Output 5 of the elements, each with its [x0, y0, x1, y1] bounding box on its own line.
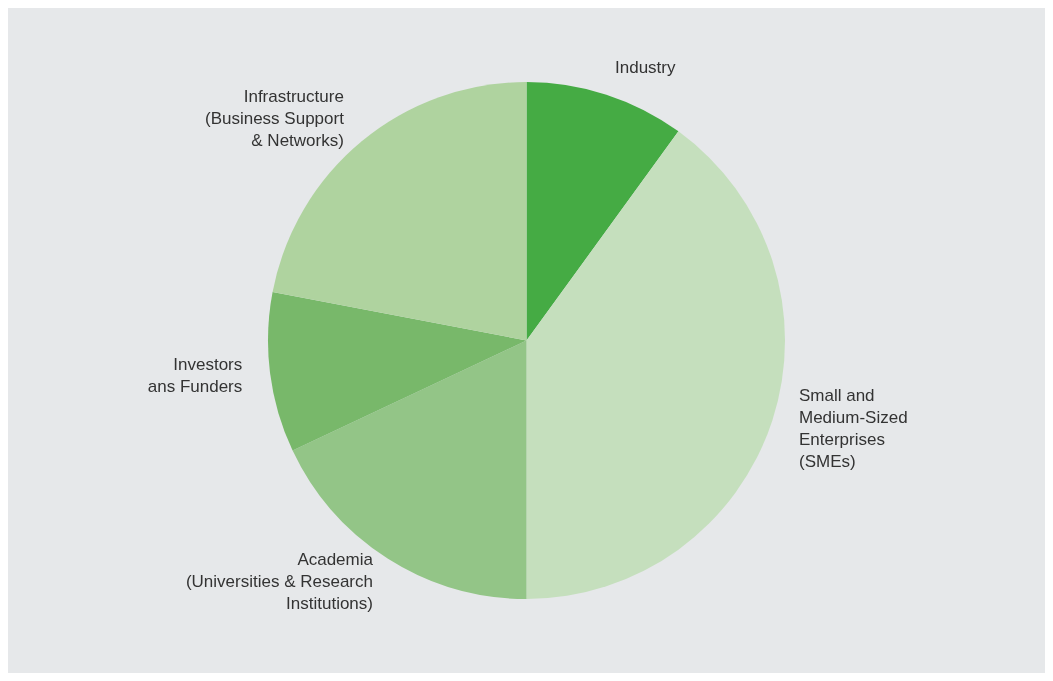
slice-label: Industry: [615, 57, 676, 77]
slice-label: Investors ans Funders: [147, 355, 243, 397]
slice-label: Infrastructure (Business Support & Networks): [204, 87, 345, 151]
slice-label: Small and Medium-Sized Enterprises (SMEs): [798, 385, 908, 471]
slice-label: Academia (Universities & Research Institutions): [185, 550, 374, 614]
